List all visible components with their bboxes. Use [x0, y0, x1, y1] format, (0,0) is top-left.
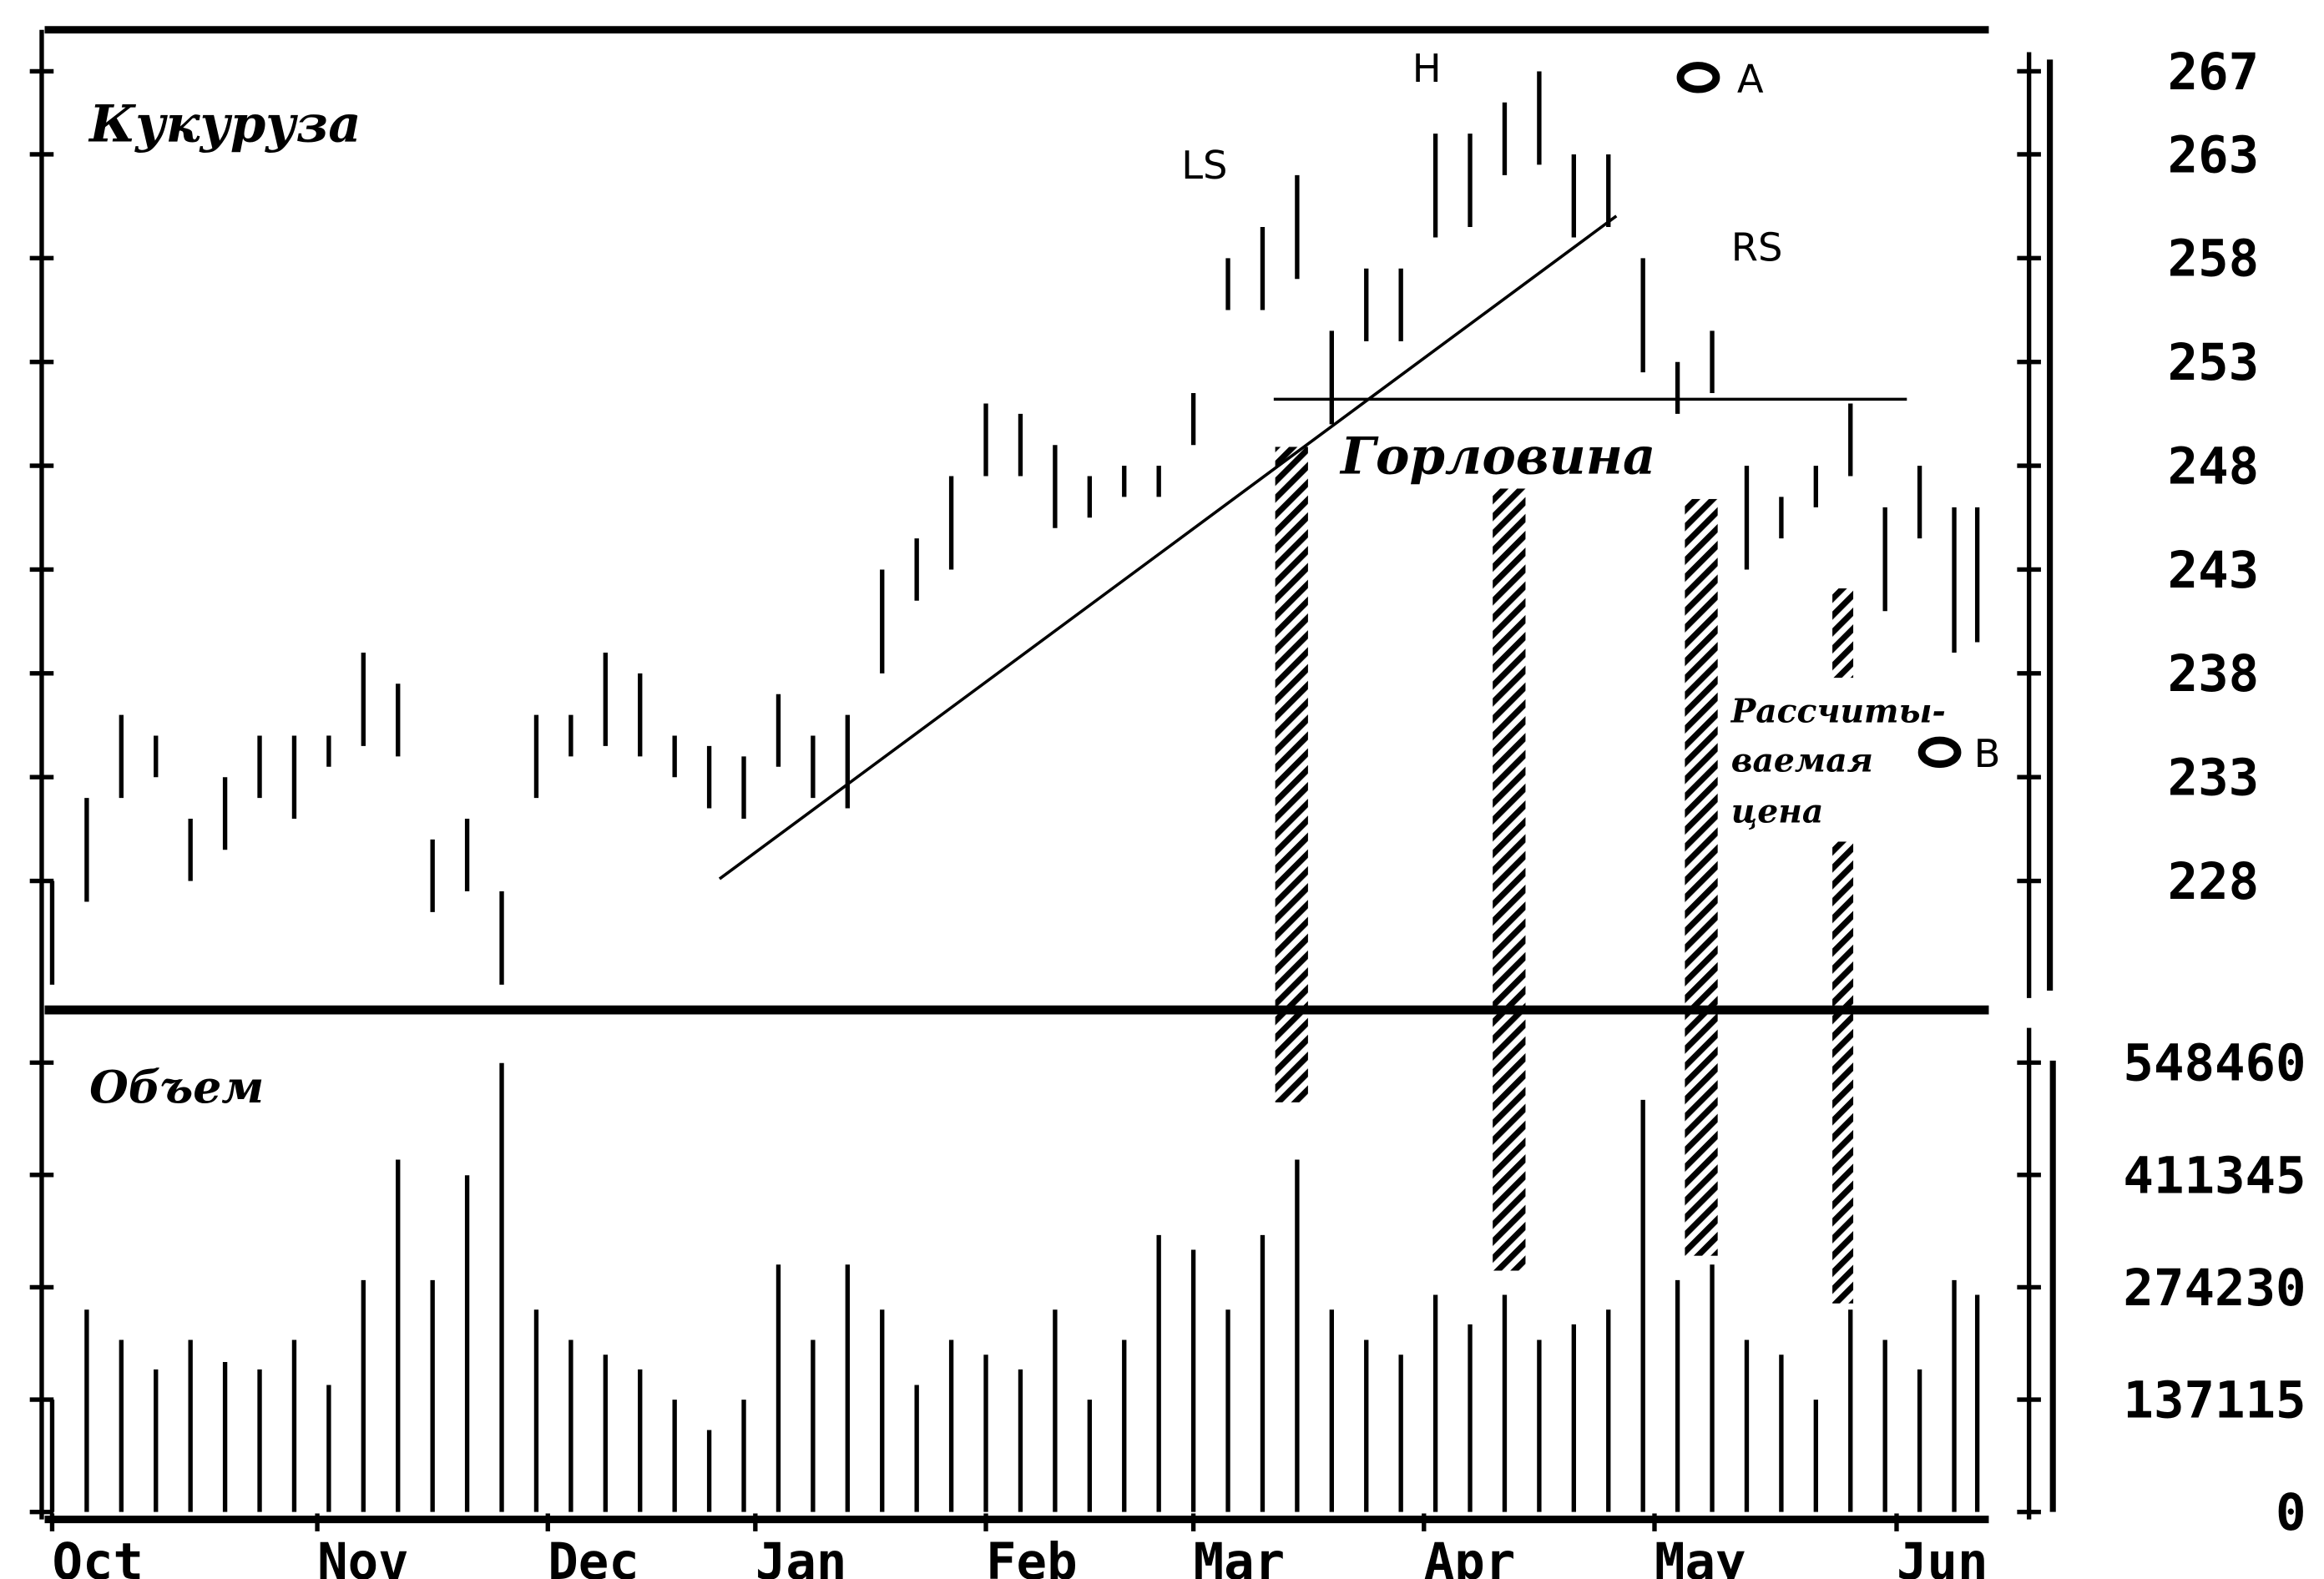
hatch-bar	[1832, 588, 1854, 679]
chart-title: Кукуруза	[88, 95, 361, 154]
volume-tick-label: 274230	[2123, 1259, 2306, 1318]
y-tick-label: 233	[2168, 749, 2260, 808]
y-tick-label: 243	[2168, 542, 2260, 600]
y-tick-label: 248	[2168, 437, 2260, 496]
hatch-bar	[1832, 841, 1854, 1304]
annotation: B	[1974, 731, 2001, 776]
x-tick-label: May	[1655, 1533, 1746, 1579]
y-tick-label: 267	[2168, 43, 2260, 102]
y-tick-label: 258	[2168, 230, 2260, 289]
x-tick-label: Jun	[1897, 1533, 1988, 1579]
annotation: цена	[1731, 792, 1824, 830]
volume-tick-label: 548460	[2123, 1035, 2306, 1093]
annotation: RS	[1731, 224, 1783, 270]
x-tick-label: Apr	[1424, 1533, 1516, 1579]
x-tick-label: Feb	[986, 1533, 1078, 1579]
y-tick-label: 263	[2168, 126, 2260, 184]
annotation: Рассчиты-	[1730, 693, 1946, 731]
x-tick-label: Dec	[548, 1533, 639, 1579]
y-tick-label: 238	[2168, 645, 2260, 704]
annotation: A	[1737, 57, 1764, 102]
volume-tick-label: 411345	[2123, 1147, 2306, 1205]
annotation: LS	[1181, 143, 1227, 188]
hatch-bar	[1685, 498, 1718, 1256]
marker-a	[1676, 62, 1720, 93]
annotation: Горловина	[1339, 427, 1655, 487]
annotation: ваемая	[1731, 742, 1873, 780]
x-tick-label: Mar	[1194, 1533, 1286, 1579]
x-tick-label: Oct	[52, 1533, 144, 1579]
hatch-bar	[1493, 488, 1526, 1271]
x-tick-label: Jan	[755, 1533, 847, 1579]
annotation: H	[1412, 46, 1442, 91]
y-tick-label: 228	[2168, 853, 2260, 911]
volume-tick-label: 137115	[2123, 1371, 2306, 1430]
hatch-bar	[1275, 446, 1308, 1102]
volume-title: Объем	[89, 1061, 264, 1113]
y-tick-label: 253	[2168, 334, 2260, 392]
x-tick-label: Nov	[317, 1533, 409, 1579]
volume-tick-label: 0	[2276, 1484, 2306, 1542]
marker-b	[1917, 736, 1962, 769]
trend-line	[718, 214, 1618, 880]
